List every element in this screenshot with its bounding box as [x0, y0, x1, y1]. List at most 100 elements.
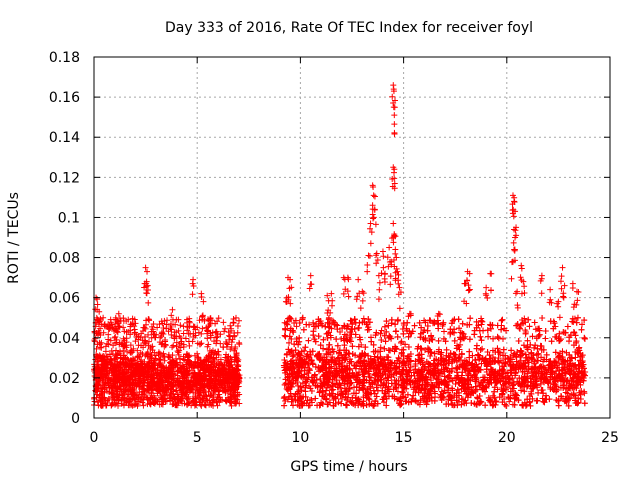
- data-point: [121, 397, 128, 404]
- data-point: [123, 318, 130, 325]
- data-point: [140, 396, 147, 403]
- data-point: [110, 342, 117, 349]
- data-point: [113, 328, 120, 335]
- data-point: [234, 329, 241, 336]
- data-point: [194, 380, 201, 387]
- data-point: [227, 333, 234, 340]
- data-point: [169, 367, 176, 374]
- data-point: [120, 347, 127, 354]
- data-point: [203, 381, 210, 388]
- data-point: [180, 375, 187, 382]
- data-point: [149, 364, 156, 371]
- data-point: [203, 358, 210, 365]
- data-point: [233, 399, 240, 406]
- data-point: [176, 356, 183, 363]
- data-point: [218, 382, 225, 389]
- data-point: [110, 367, 117, 374]
- data-point: [204, 397, 211, 404]
- data-point: [105, 336, 112, 343]
- data-point: [186, 342, 193, 349]
- data-point: [117, 382, 124, 389]
- data-point: [144, 369, 151, 376]
- data-point: [199, 399, 206, 406]
- data-point: [141, 358, 148, 365]
- data-point: [157, 356, 164, 363]
- data-point: [180, 323, 187, 330]
- data-point: [168, 331, 175, 338]
- data-point: [107, 356, 114, 363]
- data-point: [196, 341, 203, 348]
- data-point: [131, 371, 138, 378]
- data-point: [167, 360, 174, 367]
- data-point: [117, 385, 124, 392]
- data-point: [135, 394, 142, 401]
- data-point: [117, 348, 124, 355]
- data-points: [91, 82, 589, 409]
- data-point: [132, 360, 139, 367]
- data-point: [209, 400, 216, 407]
- data-point: [177, 335, 184, 342]
- data-point: [170, 377, 177, 384]
- data-point: [206, 401, 213, 408]
- data-point: [227, 361, 234, 368]
- data-point: [223, 340, 230, 347]
- data-point: [101, 357, 108, 364]
- data-point: [140, 344, 147, 351]
- data-point: [224, 341, 231, 348]
- data-point: [187, 379, 194, 386]
- data-point: [152, 334, 159, 341]
- data-point: [178, 338, 185, 345]
- data-point: [117, 367, 124, 374]
- data-point: [196, 392, 203, 399]
- data-point: [122, 382, 129, 389]
- data-point: [129, 402, 136, 409]
- data-point: [202, 375, 209, 382]
- data-point: [172, 321, 179, 328]
- data-point: [192, 390, 199, 397]
- data-point: [136, 370, 143, 377]
- data-point: [167, 325, 174, 332]
- data-point: [121, 342, 128, 349]
- data-point: [165, 386, 172, 393]
- data-point: [213, 337, 220, 344]
- data-point: [107, 384, 114, 391]
- data-point: [150, 371, 157, 378]
- data-point: [224, 394, 231, 401]
- data-point: [169, 383, 176, 390]
- data-point: [204, 382, 211, 389]
- data-point: [156, 360, 163, 367]
- data-point: [97, 344, 104, 351]
- data-point: [204, 343, 211, 350]
- data-point: [156, 339, 163, 346]
- data-point: [113, 354, 120, 361]
- data-point: [141, 324, 148, 331]
- data-point: [213, 340, 220, 347]
- data-point: [185, 352, 192, 359]
- data-point: [220, 371, 227, 378]
- data-point: [180, 353, 187, 360]
- data-point: [173, 402, 180, 409]
- data-point: [150, 328, 157, 335]
- data-point: [144, 379, 151, 386]
- data-point: [97, 391, 104, 398]
- data-point: [114, 361, 121, 368]
- data-point: [104, 399, 111, 406]
- data-point: [94, 316, 101, 323]
- data-point: [99, 361, 106, 368]
- data-point: [120, 401, 127, 408]
- data-point: [129, 384, 136, 391]
- data-point: [115, 402, 122, 409]
- data-point: [102, 365, 109, 372]
- data-point: [174, 348, 181, 355]
- data-point: [181, 380, 188, 387]
- data-point: [128, 347, 135, 354]
- data-point: [198, 330, 205, 337]
- data-point: [143, 351, 150, 358]
- data-point: [190, 382, 197, 389]
- data-point: [228, 325, 235, 332]
- data-point: [180, 330, 187, 337]
- data-point: [148, 323, 155, 330]
- data-point: [217, 368, 224, 375]
- data-point: [107, 337, 114, 344]
- data-point: [201, 393, 208, 400]
